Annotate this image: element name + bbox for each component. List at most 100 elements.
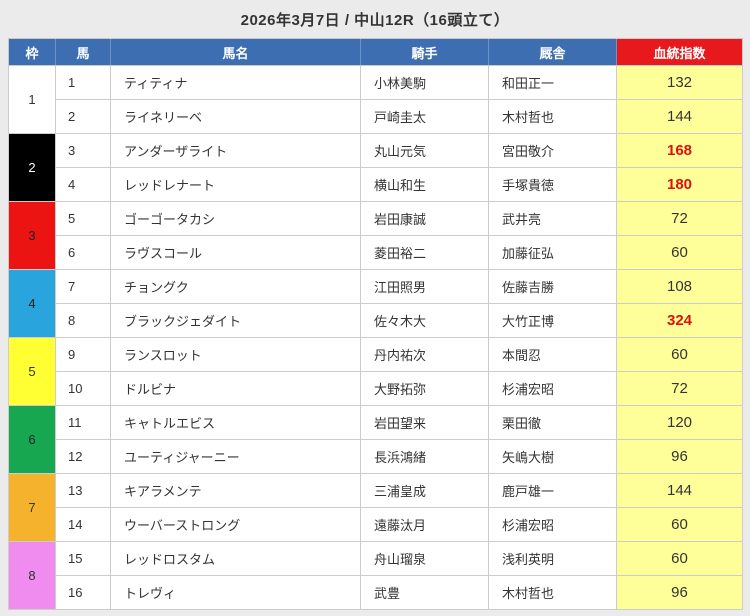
jockey-cell: 江田照男	[360, 269, 489, 304]
horse-number-cell: 5	[55, 201, 111, 236]
jockey-cell: 丹内祐次	[360, 337, 489, 372]
pedigree-index-cell: 108	[616, 269, 743, 304]
horse-name-cell: ゴーゴータカシ	[110, 201, 361, 236]
pedigree-index-cell: 132	[616, 65, 743, 100]
pedigree-index-cell: 60	[616, 235, 743, 270]
pedigree-index-cell: 324	[616, 303, 743, 338]
pedigree-index-cell: 96	[616, 575, 743, 610]
jockey-cell: 武豊	[360, 575, 489, 610]
table-row: 4 レッドレナート 横山和生 手塚貴徳 180	[9, 167, 743, 202]
jockey-cell: 長浜鴻緒	[360, 439, 489, 474]
frame-cell: 1	[8, 65, 56, 134]
jockey-cell: 舟山瑠泉	[360, 541, 489, 576]
horse-name-cell: アンダーザライト	[110, 133, 361, 168]
frame-cell: 7	[8, 473, 56, 542]
stable-cell: 宮田敬介	[488, 133, 617, 168]
horse-name-cell: ドルビナ	[110, 371, 361, 406]
page-title: 2026年3月7日 / 中山12R（16頭立て）	[240, 12, 510, 29]
frame-cell: 4	[8, 269, 56, 338]
pedigree-index-cell: 180	[616, 167, 743, 202]
jockey-cell: 岩田望来	[360, 405, 489, 440]
horse-name-cell: ティティナ	[110, 65, 361, 100]
table-row: 10 ドルビナ 大野拓弥 杉浦宏昭 72	[9, 371, 743, 406]
table-row: 7 13 キアラメンテ 三浦皇成 鹿戸雄一 144	[8, 473, 743, 542]
table-row: 8 ブラックジェダイト 佐々木大 大竹正博 324	[9, 303, 743, 338]
horse-number-cell: 3	[55, 133, 111, 168]
horse-number-cell: 11	[55, 405, 111, 440]
pedigree-index-cell: 72	[616, 371, 743, 406]
pedigree-index-cell: 144	[616, 473, 743, 508]
jockey-cell: 遠藤汰月	[360, 507, 489, 542]
jockey-cell: 小林美駒	[360, 65, 489, 100]
table-row: 5 9 ランスロット 丹内祐次 本間忍 60	[8, 337, 743, 406]
horse-name-cell: キアラメンテ	[110, 473, 361, 508]
jockey-cell: 横山和生	[360, 167, 489, 202]
horse-number-cell: 14	[55, 507, 111, 542]
horse-number-cell: 10	[55, 371, 111, 406]
stable-cell: 手塚貴徳	[488, 167, 617, 202]
jockey-cell: 岩田康誠	[360, 201, 489, 236]
col-header-jockey: 騎手	[360, 38, 489, 66]
horse-number-cell: 6	[55, 235, 111, 270]
horse-name-cell: ランスロット	[110, 337, 361, 372]
table-row: 3 5 ゴーゴータカシ 岩田康誠 武井亮 72	[8, 201, 743, 270]
pedigree-index-cell: 168	[616, 133, 743, 168]
frame-cell: 5	[8, 337, 56, 406]
pedigree-index-cell: 60	[616, 507, 743, 542]
jockey-cell: 菱田裕二	[360, 235, 489, 270]
pedigree-index-cell: 60	[616, 541, 743, 576]
table-header: 枠 馬 馬名 騎手 厩舎 血統指数	[8, 38, 743, 66]
table-row: 4 7 チョングク 江田照男 佐藤吉勝 108	[8, 269, 743, 338]
table-row: 6 11 キャトルエビス 岩田望来 栗田徹 120	[8, 405, 743, 474]
col-header-pedigree-index: 血統指数	[616, 38, 743, 66]
horse-number-cell: 12	[55, 439, 111, 474]
table-row: 6 ラヴスコール 菱田裕二 加藤征弘 60	[9, 235, 743, 270]
jockey-cell: 大野拓弥	[360, 371, 489, 406]
pedigree-index-cell: 144	[616, 99, 743, 134]
horse-number-cell: 9	[55, 337, 111, 372]
horse-name-cell: チョングク	[110, 269, 361, 304]
stable-cell: 杉浦宏昭	[488, 371, 617, 406]
table-row: 16 トレヴィ 武豊 木村哲也 96	[9, 575, 743, 610]
horse-name-cell: ブラックジェダイト	[110, 303, 361, 338]
table-row: 2 3 アンダーザライト 丸山元気 宮田敬介 168	[8, 133, 743, 202]
stable-cell: 木村哲也	[488, 99, 617, 134]
stable-cell: 鹿戸雄一	[488, 473, 617, 508]
col-header-name: 馬名	[110, 38, 361, 66]
horse-name-cell: キャトルエビス	[110, 405, 361, 440]
horse-number-cell: 8	[55, 303, 111, 338]
stable-cell: 和田正一	[488, 65, 617, 100]
horse-name-cell: ユーティジャーニー	[110, 439, 361, 474]
horse-name-cell: レッドレナート	[110, 167, 361, 202]
jockey-cell: 丸山元気	[360, 133, 489, 168]
col-header-number: 馬	[55, 38, 111, 66]
race-entries-table: 枠 馬 馬名 騎手 厩舎 血統指数 1 1 ティティナ 小林美駒 和田正一 132 2 ライネ…	[8, 38, 743, 610]
stable-cell: 杉浦宏昭	[488, 507, 617, 542]
stable-cell: 本間忍	[488, 337, 617, 372]
horse-name-cell: ライネリーベ	[110, 99, 361, 134]
horse-name-cell: レッドロスタム	[110, 541, 361, 576]
frame-cell: 2	[8, 133, 56, 202]
table-row: 12 ユーティジャーニー 長浜鴻緒 矢嶋大樹 96	[9, 439, 743, 474]
stable-cell: 浅利英明	[488, 541, 617, 576]
frame-cell: 3	[8, 201, 56, 270]
stable-cell: 矢嶋大樹	[488, 439, 617, 474]
stable-cell: 佐藤吉勝	[488, 269, 617, 304]
stable-cell: 木村哲也	[488, 575, 617, 610]
horse-number-cell: 15	[55, 541, 111, 576]
horse-number-cell: 7	[55, 269, 111, 304]
horse-number-cell: 4	[55, 167, 111, 202]
table-row: 14 ウーバーストロング 遠藤汰月 杉浦宏昭 60	[9, 507, 743, 542]
horse-name-cell: トレヴィ	[110, 575, 361, 610]
jockey-cell: 戸崎圭太	[360, 99, 489, 134]
horse-number-cell: 13	[55, 473, 111, 508]
stable-cell: 武井亮	[488, 201, 617, 236]
stable-cell: 大竹正博	[488, 303, 617, 338]
stable-cell: 加藤征弘	[488, 235, 617, 270]
entries-tbody: 1 1 ティティナ 小林美駒 和田正一 132 2 ライネリーベ 戸崎圭太 木村哲也 144 2 3 アン…	[8, 65, 743, 610]
col-header-frame: 枠	[8, 38, 56, 66]
horse-number-cell: 2	[55, 99, 111, 134]
horse-name-cell: ラヴスコール	[110, 235, 361, 270]
frame-cell: 6	[8, 405, 56, 474]
frame-cell: 8	[8, 541, 56, 610]
